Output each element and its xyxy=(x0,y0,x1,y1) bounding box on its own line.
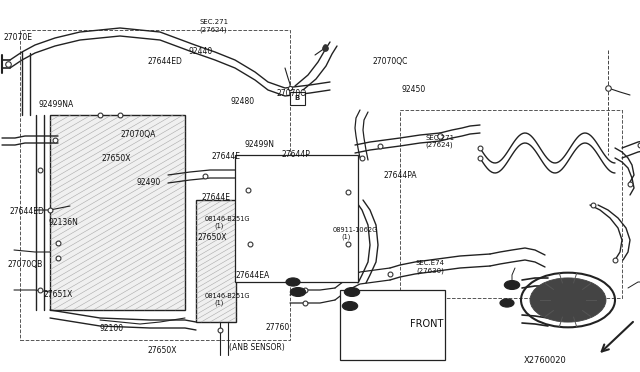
Text: 27760: 27760 xyxy=(266,323,290,332)
Text: 92499NA: 92499NA xyxy=(38,100,74,109)
Text: 27644E: 27644E xyxy=(211,153,240,161)
Bar xyxy=(400,110,622,298)
Text: 27070QB: 27070QB xyxy=(8,260,43,269)
Text: 27644PA: 27644PA xyxy=(384,171,418,180)
Text: (27630): (27630) xyxy=(416,267,444,274)
Circle shape xyxy=(342,302,358,311)
Text: 27070QA: 27070QA xyxy=(120,130,156,139)
Circle shape xyxy=(540,284,596,316)
Circle shape xyxy=(504,280,520,289)
Bar xyxy=(290,92,305,105)
Text: SEC.E74: SEC.E74 xyxy=(416,260,445,266)
Bar xyxy=(340,290,445,360)
Circle shape xyxy=(530,278,606,322)
Text: 27070O: 27070O xyxy=(276,89,307,97)
Text: 92450: 92450 xyxy=(402,85,426,94)
Text: 08146-B251G: 08146-B251G xyxy=(205,293,250,299)
Circle shape xyxy=(286,278,300,286)
Text: FRONT: FRONT xyxy=(410,319,443,328)
Text: B: B xyxy=(296,289,300,295)
Text: B: B xyxy=(294,95,300,101)
Text: N: N xyxy=(509,282,515,288)
Circle shape xyxy=(291,288,306,296)
Text: 27650X: 27650X xyxy=(147,346,177,355)
Text: (ANB SENSOR): (ANB SENSOR) xyxy=(229,343,285,352)
Bar xyxy=(20,30,290,340)
Text: 27644EA: 27644EA xyxy=(236,271,270,280)
Text: 92490: 92490 xyxy=(136,178,161,187)
Text: 27644E: 27644E xyxy=(202,193,230,202)
Text: (1): (1) xyxy=(214,223,224,230)
Text: 92100: 92100 xyxy=(99,324,124,333)
Text: (1): (1) xyxy=(341,234,351,240)
Text: X2760020: X2760020 xyxy=(524,356,566,365)
Bar xyxy=(235,155,358,282)
Text: (27624): (27624) xyxy=(426,142,453,148)
Text: 27651X: 27651X xyxy=(44,290,73,299)
Text: B: B xyxy=(348,304,353,308)
Text: 08146-B251G: 08146-B251G xyxy=(205,217,250,222)
Text: 27650X: 27650X xyxy=(101,154,131,163)
Text: 92136N: 92136N xyxy=(49,218,79,227)
Text: 27644ED: 27644ED xyxy=(147,57,182,66)
Text: 27650X: 27650X xyxy=(197,233,227,242)
Bar xyxy=(50,115,185,310)
Text: SEC.271: SEC.271 xyxy=(426,135,455,141)
Bar xyxy=(196,200,236,322)
Text: 27644ED: 27644ED xyxy=(10,207,44,216)
Circle shape xyxy=(550,289,586,311)
Text: 27070QC: 27070QC xyxy=(372,57,408,66)
Text: 08911-1062G: 08911-1062G xyxy=(333,227,378,233)
Text: B: B xyxy=(349,289,355,295)
Text: 92499N: 92499N xyxy=(244,140,275,149)
Circle shape xyxy=(500,299,514,307)
Text: 92440: 92440 xyxy=(189,47,213,56)
Text: (1): (1) xyxy=(214,299,224,306)
Text: A: A xyxy=(291,279,295,285)
Text: A: A xyxy=(505,301,509,305)
Text: SEC.271: SEC.271 xyxy=(200,19,229,25)
Text: (27624): (27624) xyxy=(200,26,227,33)
Circle shape xyxy=(344,288,360,296)
Text: 27644P: 27644P xyxy=(282,150,310,159)
Text: 92480: 92480 xyxy=(230,97,255,106)
Text: 27070E: 27070E xyxy=(3,33,32,42)
